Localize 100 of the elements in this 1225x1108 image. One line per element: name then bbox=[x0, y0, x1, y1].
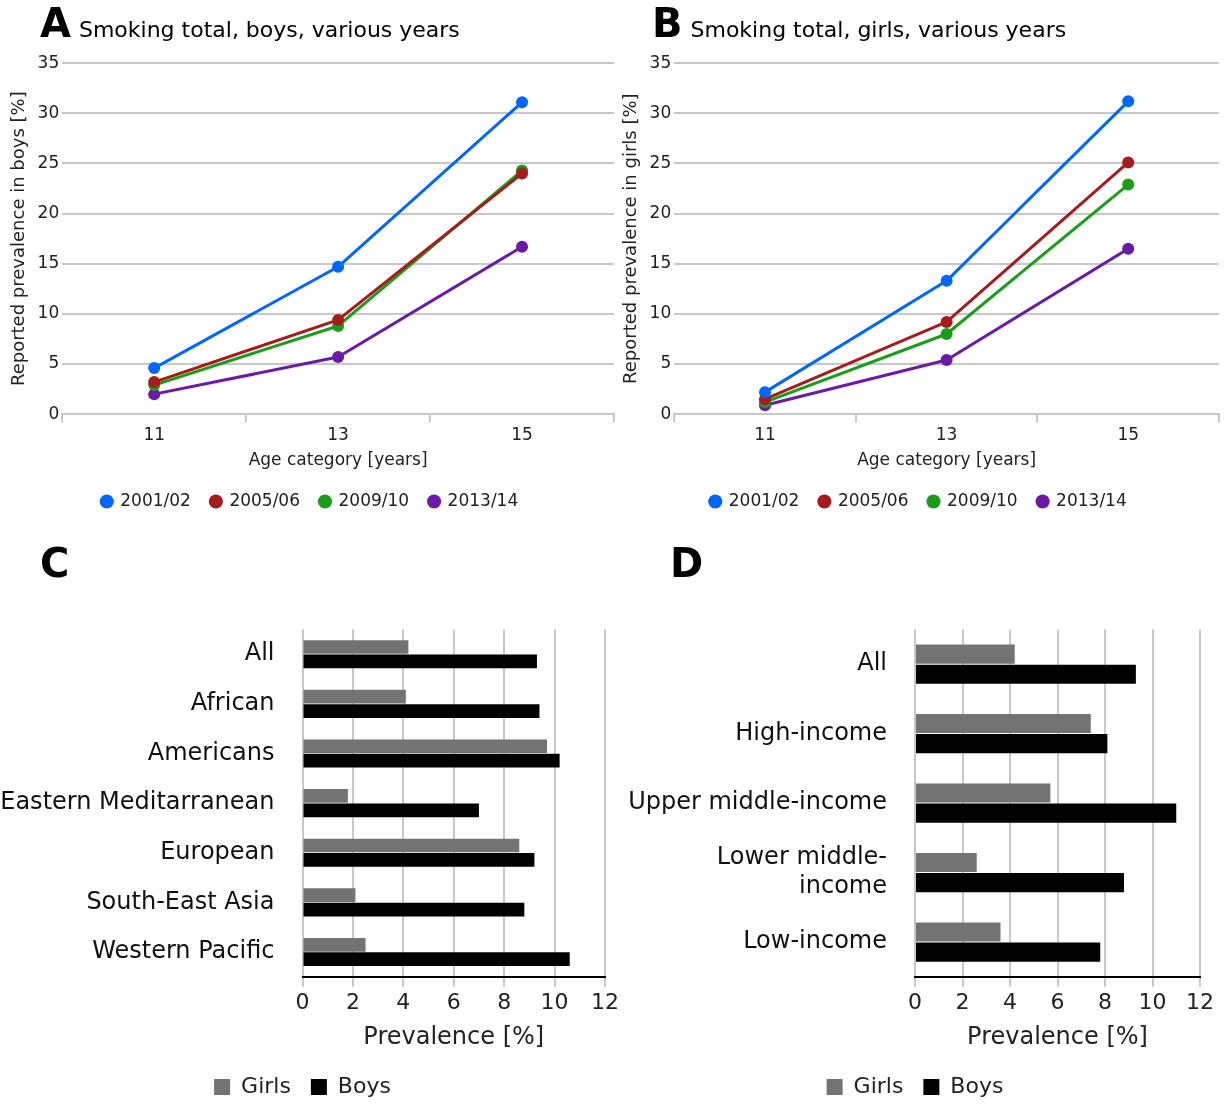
y-tick-label: 5 bbox=[660, 352, 672, 373]
point bbox=[516, 240, 529, 253]
x-tick-label: 2 bbox=[345, 988, 360, 1014]
point bbox=[940, 274, 953, 287]
x-tick-label: 11 bbox=[143, 423, 166, 444]
y-tick-label: Upper middle-income bbox=[628, 787, 887, 816]
bar bbox=[916, 922, 1001, 942]
point bbox=[1122, 156, 1135, 169]
y-tick-label: African bbox=[190, 688, 275, 717]
bar bbox=[916, 713, 1091, 734]
point bbox=[940, 315, 953, 328]
bar bbox=[303, 902, 525, 917]
chart-title: Smoking total, girls, various years bbox=[690, 17, 1067, 42]
y-tick-label: 30 bbox=[37, 101, 60, 122]
point bbox=[940, 354, 953, 367]
point bbox=[332, 313, 345, 326]
point bbox=[332, 260, 345, 273]
point bbox=[1122, 95, 1135, 108]
point bbox=[148, 362, 161, 375]
bar bbox=[303, 937, 366, 952]
x-tick-label: 15 bbox=[511, 423, 533, 444]
y-axis-title: Reported prevalence in boys [%] bbox=[7, 91, 29, 387]
y-tick-label: 0 bbox=[48, 402, 60, 423]
x-tick-label: 8 bbox=[1098, 988, 1112, 1014]
bar bbox=[916, 783, 1051, 803]
x-tick-label: 6 bbox=[1050, 988, 1065, 1014]
bar bbox=[303, 753, 560, 768]
x-tick-label: 10 bbox=[540, 988, 569, 1014]
bar bbox=[916, 852, 977, 873]
legend-label: 2013/14 bbox=[447, 489, 519, 510]
y-tick-label: 35 bbox=[649, 51, 672, 72]
point bbox=[1122, 178, 1135, 191]
x-tick-label: 8 bbox=[497, 988, 512, 1014]
legend-label: 2009/10 bbox=[338, 489, 410, 510]
bar bbox=[303, 640, 409, 654]
bar bbox=[303, 888, 356, 902]
bar bbox=[916, 644, 1015, 664]
point bbox=[759, 386, 772, 399]
y-tick-label: 20 bbox=[37, 202, 60, 223]
y-tick-label: 5 bbox=[48, 352, 60, 373]
y-tick-label: 25 bbox=[649, 151, 672, 172]
y-tick-label: European bbox=[160, 836, 275, 865]
legend-label: 2013/14 bbox=[1056, 489, 1127, 510]
x-tick-label: 4 bbox=[1003, 988, 1017, 1014]
x-axis-title: Age category [years] bbox=[857, 449, 1037, 470]
x-tick-label: 6 bbox=[446, 988, 461, 1014]
legend-label: Girls bbox=[241, 1072, 291, 1098]
y-tick-label: 10 bbox=[37, 302, 60, 323]
legend-label: Girls bbox=[853, 1072, 904, 1098]
y-tick-label: 35 bbox=[37, 51, 60, 72]
legend-label: 2001/02 bbox=[120, 489, 191, 510]
bar bbox=[916, 734, 1108, 754]
legend-label: 2005/06 bbox=[837, 489, 909, 510]
bar bbox=[303, 838, 520, 853]
x-tick-label: 13 bbox=[935, 423, 958, 444]
y-tick-label: 15 bbox=[37, 252, 60, 273]
y-tick-label: South-East Asia bbox=[86, 886, 275, 915]
x-tick-label: 12 bbox=[1186, 988, 1214, 1014]
x-tick-label: 0 bbox=[908, 988, 922, 1014]
y-tick-label: Western Pacific bbox=[92, 936, 275, 965]
text: D bbox=[670, 540, 704, 586]
x-tick-label: 2 bbox=[955, 988, 970, 1014]
text: C bbox=[40, 540, 70, 586]
bar bbox=[303, 689, 406, 704]
bar bbox=[916, 664, 1136, 684]
legend-label: Boys bbox=[950, 1072, 1004, 1098]
y-tick-label: 10 bbox=[649, 302, 672, 323]
bar bbox=[303, 654, 537, 669]
y-tick-label: 15 bbox=[649, 252, 672, 273]
bar bbox=[916, 942, 1101, 962]
y-tick-label: Lower middle- income bbox=[716, 842, 887, 900]
bar bbox=[303, 739, 548, 754]
x-tick-label: 0 bbox=[295, 988, 310, 1014]
y-tick-label: 20 bbox=[649, 202, 672, 223]
bar bbox=[303, 952, 570, 967]
bar bbox=[303, 853, 535, 867]
y-tick-label: 30 bbox=[649, 101, 672, 122]
chart-title: Smoking total, boys, various years bbox=[78, 17, 460, 42]
y-tick-label: All bbox=[857, 648, 887, 677]
x-axis-title: Prevalence [%] bbox=[363, 1021, 545, 1050]
legend-label: 2001/02 bbox=[728, 489, 800, 510]
x-tick-label: 4 bbox=[396, 988, 411, 1014]
y-tick-label: All bbox=[244, 638, 275, 667]
y-tick-label: 25 bbox=[37, 151, 60, 172]
y-tick-label: Americans bbox=[147, 737, 275, 766]
bar bbox=[916, 803, 1177, 823]
y-tick-label: Eastern Meditarranean bbox=[0, 787, 275, 816]
bar bbox=[303, 789, 348, 803]
x-axis-title: Prevalence [%] bbox=[967, 1021, 1148, 1050]
x-tick-label: 13 bbox=[327, 423, 349, 444]
y-axis-title: Reported prevalence in girls [%] bbox=[619, 93, 641, 384]
text: A bbox=[40, 0, 71, 46]
legend-label: Boys bbox=[337, 1072, 391, 1098]
x-tick-label: 12 bbox=[591, 988, 619, 1014]
text: B bbox=[652, 0, 683, 46]
point bbox=[940, 327, 953, 340]
bar bbox=[303, 704, 540, 718]
legend-label: 2005/06 bbox=[229, 489, 300, 510]
point bbox=[516, 96, 529, 109]
x-axis-title: Age category [years] bbox=[248, 449, 428, 470]
